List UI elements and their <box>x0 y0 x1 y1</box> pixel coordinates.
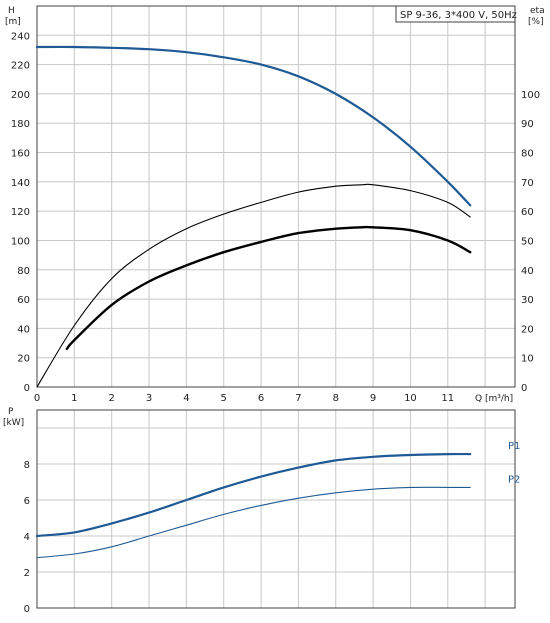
h-tick-label: 240 <box>11 31 30 42</box>
eta-axis-label: eta <box>530 6 545 16</box>
h-tick-label: 20 <box>17 354 30 365</box>
h-tick-label: 60 <box>17 295 30 306</box>
h-tick-label: 140 <box>11 178 30 189</box>
x-tick-label: 0 <box>34 393 40 404</box>
eta-tick-label: 100 <box>521 90 540 101</box>
eta-axis-unit: [%] <box>528 17 544 27</box>
top-y-ticks: 0 20 40 60 80 100 120 140 160 180 200 220 240 <box>11 31 30 394</box>
h-axis-label: H <box>8 6 15 16</box>
eta-tick-label: 30 <box>521 295 534 306</box>
h-axis-unit: [m] <box>5 17 21 27</box>
h-tick-label: 200 <box>11 90 30 101</box>
h-tick-label: 0 <box>24 383 30 394</box>
x-tick-label: 8 <box>333 393 339 404</box>
p2-label: P2 <box>508 474 520 485</box>
x-tick-label: 9 <box>370 393 376 404</box>
h-tick-label: 100 <box>11 236 30 247</box>
x-tick-label: 3 <box>146 393 152 404</box>
x-tick-label: 2 <box>109 393 115 404</box>
q-axis-label: Q [m³/h] <box>475 394 513 404</box>
head-efficiency-panel: 0 1 2 3 4 5 6 7 8 9 10 11 0204060801001201401601802… <box>5 5 545 404</box>
title-box <box>395 5 516 23</box>
p-axis-label: P <box>8 407 14 417</box>
eta-tick-label: 40 <box>521 266 534 277</box>
top-plot-frame <box>36 5 516 388</box>
top-curves <box>35 45 472 388</box>
p-tick-label: 4 <box>24 532 30 543</box>
p-tick-label: 6 <box>24 496 30 507</box>
eta-tick-label: 90 <box>521 119 534 130</box>
power-panel: 0 2 4 6 8 P1 P2 P [kW] <box>3 407 520 615</box>
top-x-ticks: 0 1 2 3 4 5 6 7 8 9 10 11 <box>34 393 454 404</box>
p-tick-label: 0 <box>24 604 30 615</box>
x-tick-label: 5 <box>221 393 227 404</box>
x-tick-label: 6 <box>258 393 264 404</box>
h-tick-label: 180 <box>11 119 30 130</box>
h-tick-label: 220 <box>11 61 30 72</box>
eta-tick-label: 0 <box>521 383 527 394</box>
bottom-plot-frame <box>36 409 516 609</box>
top-y2-ticks: 0 10 20 30 40 50 60 70 80 90 100 <box>521 90 540 394</box>
p2-curve <box>36 486 471 559</box>
p1-label: P1 <box>508 441 520 452</box>
chart-title: SP 9-36, 3*400 V, 50Hz <box>400 10 517 21</box>
bottom-curves <box>35 452 472 559</box>
bottom-curve-labels: P1 P2 <box>508 441 520 485</box>
bottom-y-ticks: 0 2 4 6 8 <box>24 460 30 615</box>
eta-curve <box>36 183 471 388</box>
eta-tick-label: 60 <box>521 207 534 218</box>
x-tick-label: 7 <box>295 393 301 404</box>
x-tick-label: 1 <box>71 393 77 404</box>
eta-tick-label: 70 <box>521 178 534 189</box>
p-axis-unit: [kW] <box>3 418 24 428</box>
p-tick-label: 8 <box>24 460 30 471</box>
h-tick-label: 120 <box>11 207 30 218</box>
eta-tick-label: 50 <box>521 236 534 247</box>
p1-curve <box>35 452 472 538</box>
eta-tick-label: 10 <box>521 354 534 365</box>
h-curve <box>35 45 472 207</box>
eta-tick-label: 80 <box>521 149 534 160</box>
bottom-grid <box>37 410 515 608</box>
eta2-curve <box>65 225 472 351</box>
p-tick-label: 2 <box>24 568 30 579</box>
x-tick-label: 11 <box>441 393 454 404</box>
h-tick-label: 160 <box>11 149 30 160</box>
h-tick-label: 40 <box>17 324 30 335</box>
h-tick-label: 80 <box>17 266 30 277</box>
top-grid <box>37 5 515 387</box>
x-tick-label: 4 <box>183 393 189 404</box>
eta-tick-label: 20 <box>521 324 534 335</box>
x-tick-label: 10 <box>404 393 417 404</box>
